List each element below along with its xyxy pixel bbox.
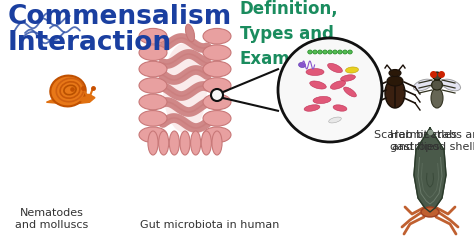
Polygon shape <box>46 93 95 104</box>
Ellipse shape <box>432 72 441 80</box>
Ellipse shape <box>431 88 443 108</box>
Ellipse shape <box>333 105 347 111</box>
Ellipse shape <box>180 131 190 155</box>
Ellipse shape <box>203 29 231 44</box>
Ellipse shape <box>201 131 211 155</box>
Ellipse shape <box>159 131 169 155</box>
Text: Interaction: Interaction <box>8 30 172 56</box>
Ellipse shape <box>431 80 443 90</box>
Ellipse shape <box>139 29 167 44</box>
Ellipse shape <box>330 81 346 89</box>
Ellipse shape <box>313 96 331 104</box>
Circle shape <box>278 38 382 142</box>
Circle shape <box>211 89 223 101</box>
Ellipse shape <box>163 43 207 133</box>
Ellipse shape <box>139 45 167 61</box>
Ellipse shape <box>313 50 317 54</box>
Ellipse shape <box>203 94 231 110</box>
Polygon shape <box>414 128 446 212</box>
Ellipse shape <box>304 105 320 111</box>
Ellipse shape <box>333 50 337 54</box>
Ellipse shape <box>308 50 312 54</box>
Ellipse shape <box>344 87 356 97</box>
Ellipse shape <box>203 78 231 93</box>
Ellipse shape <box>139 127 167 143</box>
Ellipse shape <box>185 24 194 42</box>
Ellipse shape <box>338 50 342 54</box>
Ellipse shape <box>323 50 327 54</box>
Text: Definition,
Types and
Examples: Definition, Types and Examples <box>240 0 338 68</box>
Ellipse shape <box>421 207 439 217</box>
Ellipse shape <box>328 63 342 73</box>
Ellipse shape <box>203 61 231 77</box>
Ellipse shape <box>306 68 324 75</box>
Ellipse shape <box>341 75 356 81</box>
Ellipse shape <box>203 111 231 126</box>
Ellipse shape <box>310 81 326 89</box>
Ellipse shape <box>80 96 90 102</box>
Ellipse shape <box>387 76 403 86</box>
Ellipse shape <box>203 45 231 61</box>
Ellipse shape <box>139 94 167 110</box>
Ellipse shape <box>343 50 347 54</box>
Ellipse shape <box>389 69 401 76</box>
Ellipse shape <box>139 61 167 77</box>
Ellipse shape <box>318 50 322 54</box>
Ellipse shape <box>328 117 341 123</box>
Ellipse shape <box>139 78 167 93</box>
Ellipse shape <box>191 131 201 155</box>
Ellipse shape <box>413 79 433 91</box>
Text: Gut microbiota in human: Gut microbiota in human <box>140 220 280 230</box>
Text: Commensalism: Commensalism <box>8 4 232 30</box>
Ellipse shape <box>385 78 405 108</box>
Text: Hermit crabs and
gastropod shell: Hermit crabs and gastropod shell <box>390 130 474 152</box>
Text: Nematodes
and molluscs: Nematodes and molluscs <box>15 208 89 230</box>
Ellipse shape <box>139 111 167 126</box>
Ellipse shape <box>348 50 352 54</box>
Ellipse shape <box>203 127 231 143</box>
Ellipse shape <box>50 76 86 106</box>
Ellipse shape <box>328 50 332 54</box>
Ellipse shape <box>346 67 358 73</box>
Ellipse shape <box>212 131 222 155</box>
Ellipse shape <box>148 131 158 155</box>
Text: Scarab beetles
and flies: Scarab beetles and flies <box>374 130 457 152</box>
Ellipse shape <box>169 131 179 155</box>
Ellipse shape <box>299 62 305 67</box>
Ellipse shape <box>441 79 461 91</box>
